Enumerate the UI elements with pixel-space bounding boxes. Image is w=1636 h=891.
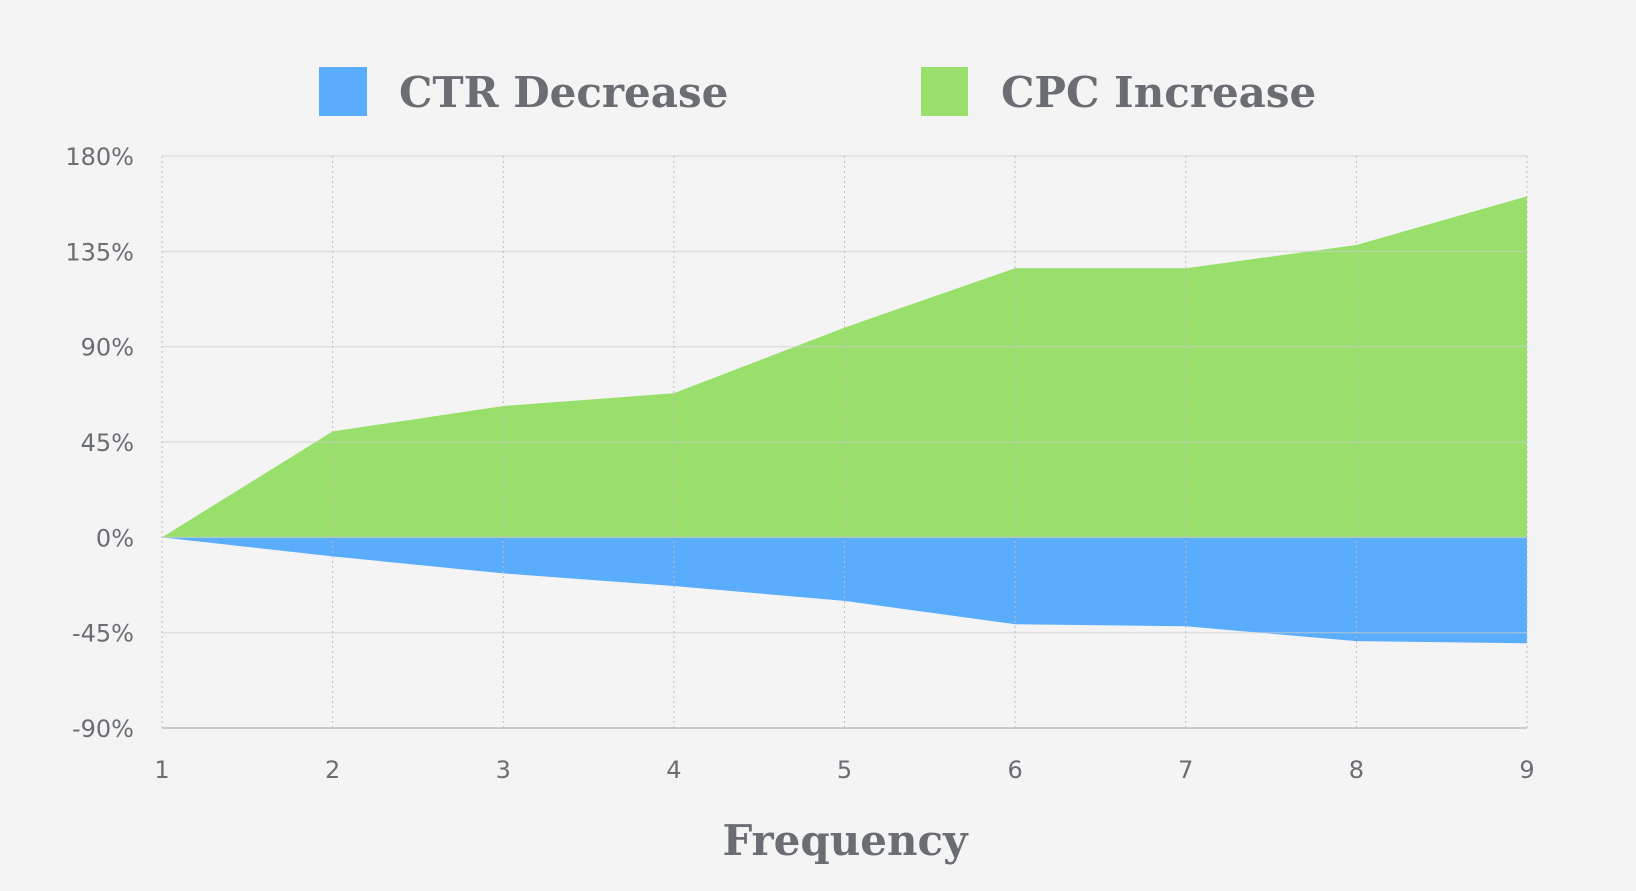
legend-label-cpc-increase: CPC Increase (1001, 68, 1316, 117)
y-tick-label: 0% (96, 524, 134, 552)
y-tick-label: -45% (72, 620, 134, 648)
legend-label-ctr-decrease: CTR Decrease (399, 68, 728, 117)
x-tick-label: 9 (1519, 756, 1534, 784)
x-tick-label: 2 (325, 756, 340, 784)
legend: CTR Decrease CPC Increase (319, 67, 1316, 117)
x-tick-label: 7 (1178, 756, 1193, 784)
x-tick-label: 6 (1007, 756, 1022, 784)
y-tick-label: 135% (65, 238, 134, 266)
x-tick-label: 4 (666, 756, 681, 784)
legend-swatch-cpc-increase (921, 67, 968, 116)
x-tick-label: 8 (1349, 756, 1364, 784)
x-axis-ticks: 1 2 3 4 5 6 7 8 9 (154, 756, 1534, 784)
y-tick-label: -90% (72, 715, 134, 743)
x-tick-label: 1 (154, 756, 169, 784)
y-axis-ticks: 180% 135% 90% 45% 0% -45% -90% (65, 143, 134, 743)
grid-lines (161, 155, 1528, 729)
x-axis-title: Frequency (722, 816, 969, 865)
y-tick-label: 180% (65, 143, 134, 171)
x-tick-label: 3 (496, 756, 511, 784)
y-tick-label: 45% (81, 429, 134, 457)
x-tick-label: 5 (837, 756, 852, 784)
legend-swatch-ctr-decrease (319, 67, 367, 116)
y-tick-label: 90% (81, 334, 134, 362)
